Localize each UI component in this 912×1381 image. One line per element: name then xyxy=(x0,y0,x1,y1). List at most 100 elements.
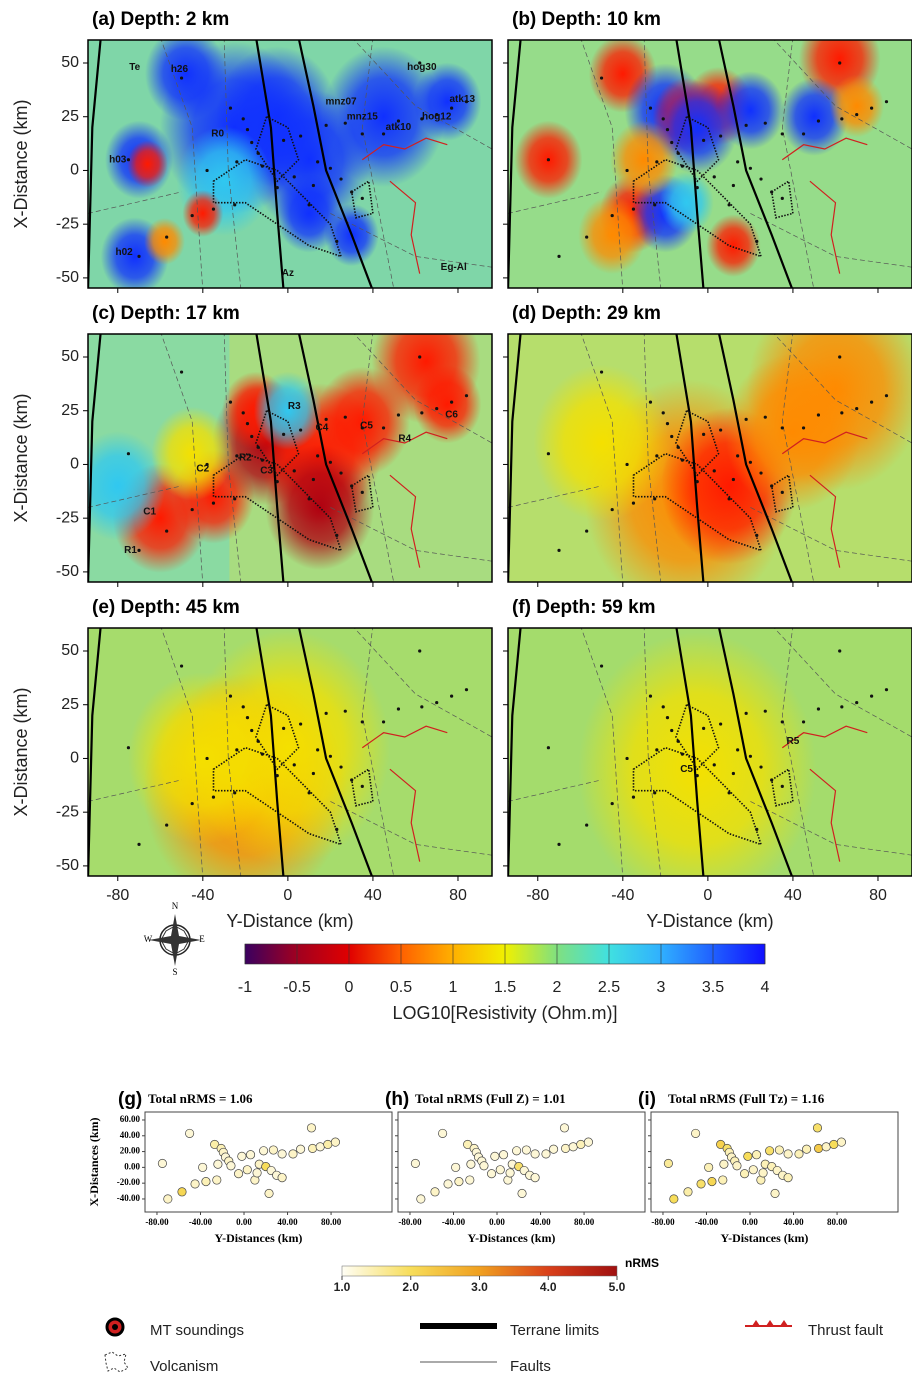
mt-site xyxy=(245,716,250,720)
mt-site xyxy=(205,168,209,173)
map-label: C4 xyxy=(315,423,328,434)
colorbar-tick-label: 3 xyxy=(657,979,666,996)
mt-site xyxy=(464,100,469,104)
mt-site xyxy=(381,132,386,136)
mt-site xyxy=(450,694,454,698)
mt-site xyxy=(670,434,674,439)
fault xyxy=(160,334,203,582)
mt-site xyxy=(661,117,665,121)
fault xyxy=(353,628,492,738)
station-nrms xyxy=(561,1143,571,1153)
nrms-colorbar-tick-label: 2.0 xyxy=(402,1280,419,1294)
y-tick-label: -25 xyxy=(56,215,79,232)
mt-site xyxy=(343,121,347,125)
mt-site xyxy=(755,533,759,537)
y-tick-label: 25 xyxy=(61,402,79,419)
mt-site xyxy=(680,164,684,168)
station-nrms xyxy=(226,1161,236,1171)
mt-site xyxy=(680,458,684,462)
mt-site xyxy=(137,842,141,847)
fault xyxy=(750,801,912,856)
mt-site xyxy=(324,711,328,715)
station-nrms xyxy=(410,1158,420,1168)
mt-site xyxy=(339,177,343,181)
mt-site xyxy=(712,763,716,767)
volcanism xyxy=(632,746,763,846)
resistivity-anomaly xyxy=(716,71,785,150)
fault xyxy=(361,334,395,582)
map-label: R2 xyxy=(239,453,252,464)
fault xyxy=(580,334,623,582)
map-label: C2 xyxy=(196,463,209,474)
mt-site xyxy=(648,106,653,110)
resistivity-anomaly xyxy=(659,171,714,234)
station-nrms xyxy=(296,1144,306,1154)
station-nrms xyxy=(288,1149,298,1159)
mt-site xyxy=(275,186,279,190)
resistivity-anomaly xyxy=(413,62,482,141)
y-tick-label: 0 xyxy=(70,750,79,767)
terrane-limit xyxy=(717,334,794,582)
fault xyxy=(580,40,623,288)
mt-site xyxy=(712,469,716,473)
station-nrms xyxy=(530,1173,540,1183)
thrust-fault xyxy=(361,725,448,749)
colorbar-tick-label: 4 xyxy=(761,979,770,996)
mt-site xyxy=(748,754,753,758)
mt-site xyxy=(228,106,233,110)
fault xyxy=(508,779,602,802)
mt-site xyxy=(165,823,169,827)
mt-site xyxy=(435,112,439,117)
station-nrms xyxy=(783,1173,793,1183)
map-label: h03 xyxy=(109,154,127,165)
legend-label: Faults xyxy=(510,1358,551,1375)
mt-site xyxy=(316,748,320,752)
x-tick-label: 40 xyxy=(364,887,382,904)
mt-site xyxy=(695,774,699,778)
mt-site xyxy=(245,128,250,132)
mt-site xyxy=(840,705,844,709)
fault xyxy=(773,628,912,738)
mt-site xyxy=(260,458,264,462)
volcanism xyxy=(255,703,300,771)
mt-site xyxy=(190,507,194,512)
colorbar-label: LOG10[Resistivity (Ohm.m)] xyxy=(392,1003,617,1023)
panel-title: (e) Depth: 45 km xyxy=(92,597,240,618)
x-tick-label: -40 xyxy=(191,887,214,904)
y-tick-label: -40.00 xyxy=(117,1193,141,1203)
map-frame xyxy=(87,39,493,289)
station-nrms xyxy=(190,1179,200,1189)
station-nrms xyxy=(802,1144,812,1154)
volcanism xyxy=(212,746,343,846)
nrms-colorbar-tick-label: 4.0 xyxy=(540,1280,557,1294)
fault xyxy=(643,628,662,876)
terrane-limit xyxy=(255,628,285,876)
mt-site xyxy=(780,426,784,430)
mt-site xyxy=(599,370,604,374)
y-tick-label: 40.00 xyxy=(120,1130,141,1140)
station-nrms xyxy=(479,1161,489,1171)
mt-site xyxy=(653,497,657,501)
map-panel: C1 C2 C3 C4 C5 C6 R1 R2 R3 R4 xyxy=(88,334,492,582)
terrane-limit xyxy=(675,334,705,582)
x-tick-label: -40.00 xyxy=(189,1217,213,1227)
volcanism xyxy=(675,115,720,183)
mt-site xyxy=(335,533,339,537)
mt-site xyxy=(464,394,469,398)
station-nrms xyxy=(237,1151,247,1161)
mt-site xyxy=(655,748,659,752)
map-label: Te xyxy=(129,62,140,73)
mt-site xyxy=(250,140,254,145)
station-nrms xyxy=(718,1175,728,1185)
resistivity-anomaly xyxy=(182,189,224,237)
mt-site xyxy=(245,422,250,426)
station-nrms xyxy=(454,1177,464,1187)
mt-site xyxy=(653,203,657,207)
mt-site xyxy=(299,134,303,138)
nrms-colorbar xyxy=(341,1265,618,1277)
fault xyxy=(223,628,242,876)
mt-site xyxy=(190,801,194,806)
station-nrms xyxy=(242,1165,252,1175)
station-nrms xyxy=(696,1179,706,1189)
mt-site xyxy=(763,709,767,713)
